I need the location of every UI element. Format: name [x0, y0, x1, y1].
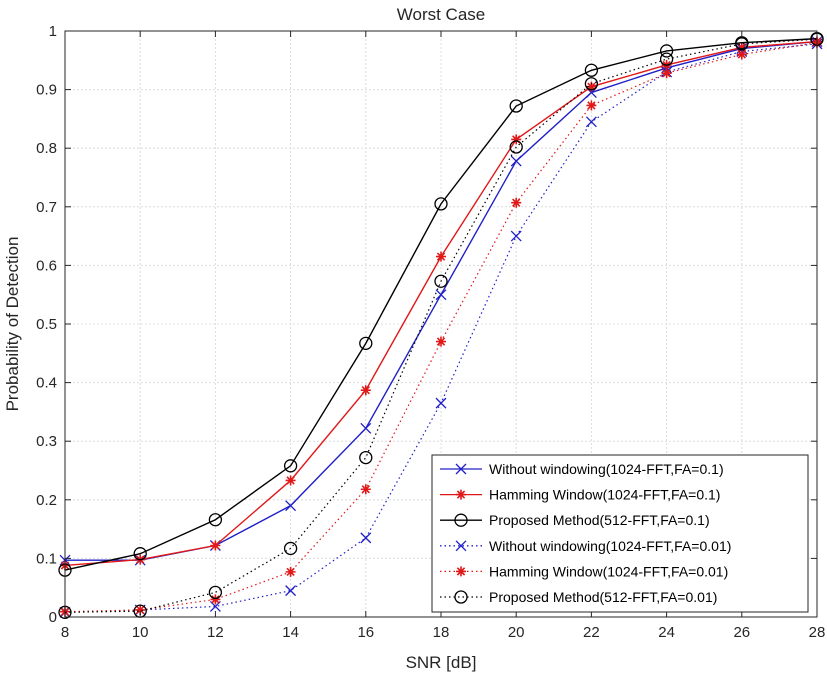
circle-marker: [584, 63, 599, 77]
circle-marker: [509, 140, 523, 154]
legend: Without windowing(1024-FFT,FA=0.1) Hammin…: [431, 454, 809, 613]
legend-item: Without windowing(1024-FFT,FA=0.1): [440, 461, 724, 477]
circle-marker: [509, 99, 523, 113]
x-marker: [510, 155, 522, 167]
star-marker: [511, 134, 522, 145]
legend-item: Without windowing(1024-FFT,FA=0.01): [440, 538, 731, 554]
y-tick-label: 0.2: [36, 492, 57, 509]
y-axis-label: Probability of Detection: [3, 237, 22, 412]
y-tick-label: 0.7: [36, 199, 57, 216]
circle-marker: [208, 585, 223, 600]
y-tick-label: 0.3: [36, 433, 57, 450]
star-marker: [736, 49, 747, 60]
star-marker: [360, 385, 371, 396]
legend-item: Hamming Window(1024-FFT,FA=0.01): [440, 563, 728, 579]
legend-label: Hamming Window(1024-FFT,FA=0.1): [489, 487, 720, 503]
star-marker: [436, 336, 446, 347]
circle-marker: [659, 52, 674, 66]
star-marker: [436, 251, 446, 262]
series-line: [64, 37, 818, 571]
y-tick-label: 0.9: [36, 82, 57, 99]
y-tick-label: 0.6: [36, 257, 57, 274]
x-tick-label: 12: [207, 624, 224, 641]
series-layer: [58, 31, 824, 619]
x-marker: [285, 500, 297, 512]
legend-label: Proposed Method(512-FFT,FA=0.01): [489, 589, 717, 605]
x-marker: [435, 289, 447, 301]
x-tick-label: 16: [357, 624, 374, 641]
x-tick-label: 18: [433, 624, 450, 641]
star-marker: [210, 540, 221, 551]
chart-title: Worst Case: [397, 5, 486, 24]
legend-item: Proposed Method(512-FFT,FA=0.01): [440, 589, 717, 605]
y-tick-label: 1: [49, 23, 57, 40]
circle-marker: [659, 44, 674, 58]
y-tick-label: 0.4: [36, 375, 57, 392]
x-tick-label: 8: [61, 624, 69, 641]
x-marker: [360, 422, 372, 434]
legend-label: Proposed Method(512-FFT,FA=0.1): [489, 512, 710, 528]
circle-marker: [454, 513, 468, 527]
star-marker: [586, 81, 597, 92]
star-marker: [456, 489, 466, 500]
circle-marker: [208, 513, 223, 527]
x-marker: [455, 540, 467, 552]
x-marker: [435, 397, 447, 409]
x-tick-label: 20: [508, 624, 525, 641]
x-tick-label: 24: [658, 624, 675, 641]
circle-marker: [454, 590, 468, 604]
y-tick-label: 0.1: [36, 550, 57, 567]
circle-marker: [283, 459, 298, 473]
legend-item: Proposed Method(512-FFT,FA=0.1): [440, 512, 710, 528]
legend-box: [431, 454, 809, 613]
x-marker: [360, 532, 372, 544]
series-6: [58, 32, 824, 619]
circle-marker: [434, 197, 448, 211]
y-tick-label: 0.5: [36, 316, 57, 333]
x-tick-label: 28: [809, 624, 826, 641]
star-marker: [360, 484, 371, 495]
x-marker: [455, 463, 467, 475]
circle-marker: [584, 77, 599, 91]
x-axis-label: SNR [dB]: [406, 653, 477, 672]
circle-marker: [359, 450, 373, 465]
star-marker: [285, 566, 296, 577]
star-marker: [511, 197, 522, 208]
ticks: 8 10 12 14 16 18 20 22 24 26 28 0 0.1 0.2 0.3 0.4 0.5 0.6…: [36, 23, 825, 641]
circle-marker: [359, 336, 373, 350]
circle-marker: [434, 274, 448, 288]
series-line: [64, 38, 818, 613]
star-marker: [661, 68, 672, 79]
star-marker: [586, 100, 597, 111]
x-marker: [585, 116, 597, 128]
star-marker: [135, 604, 146, 615]
star-marker: [736, 42, 747, 53]
star-marker: [285, 475, 296, 486]
y-tick-label: 0: [49, 609, 57, 626]
star-marker: [210, 594, 221, 605]
legend-item: Hamming Window(1024-FFT,FA=0.1): [440, 487, 720, 503]
legend-label: Hamming Window(1024-FFT,FA=0.01): [489, 563, 728, 579]
circle-marker: [735, 37, 749, 51]
x-tick-label: 14: [282, 624, 299, 641]
x-marker: [285, 585, 297, 597]
x-marker: [510, 230, 522, 242]
legend-label: Without windowing(1024-FFT,FA=0.1): [489, 461, 724, 477]
circle-marker: [283, 541, 298, 556]
y-tick-label: 0.8: [36, 140, 57, 157]
circle-marker: [133, 547, 147, 561]
legend-label: Without windowing(1024-FFT,FA=0.01): [489, 538, 731, 554]
x-tick-label: 10: [132, 624, 149, 641]
x-tick-label: 26: [733, 624, 750, 641]
star-marker: [456, 566, 466, 577]
x-tick-label: 22: [583, 624, 600, 641]
